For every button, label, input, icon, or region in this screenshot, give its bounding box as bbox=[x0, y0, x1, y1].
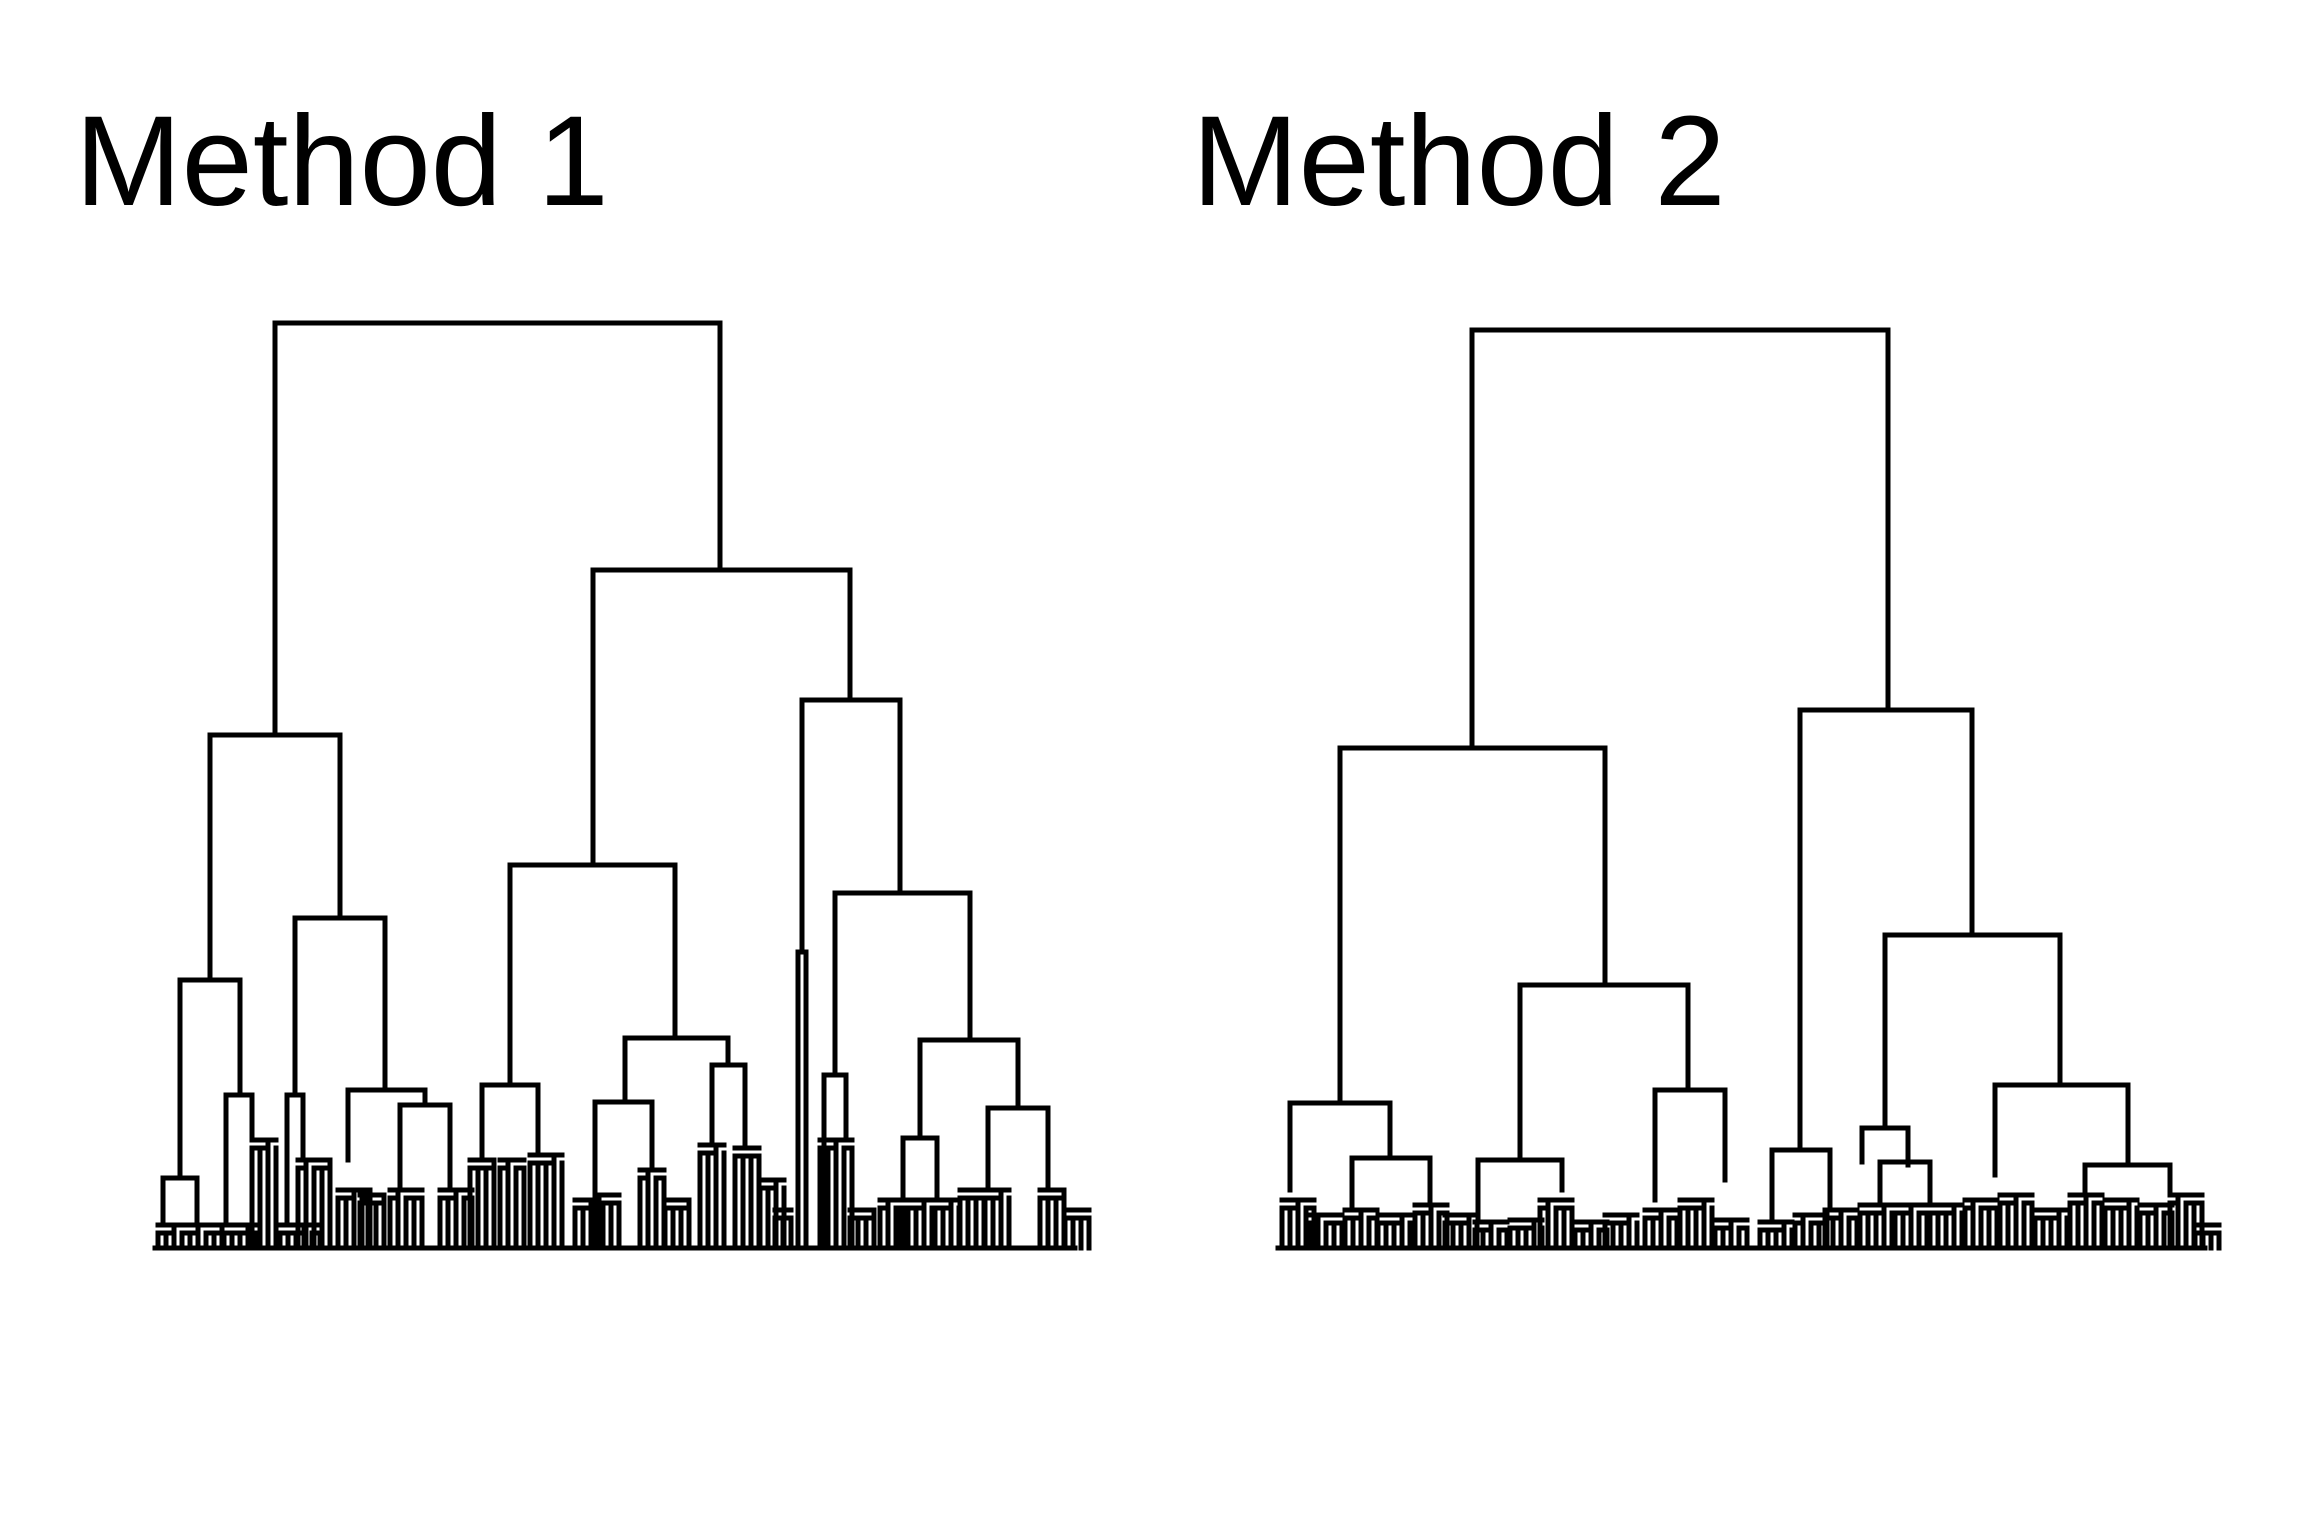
dendrogram-method-1 bbox=[152, 320, 1092, 1251]
panel-title-method-2: Method 2 bbox=[1192, 90, 1726, 233]
panel-title-method-1: Method 1 bbox=[75, 90, 609, 233]
dendrogram-method-2 bbox=[1275, 327, 2222, 1251]
